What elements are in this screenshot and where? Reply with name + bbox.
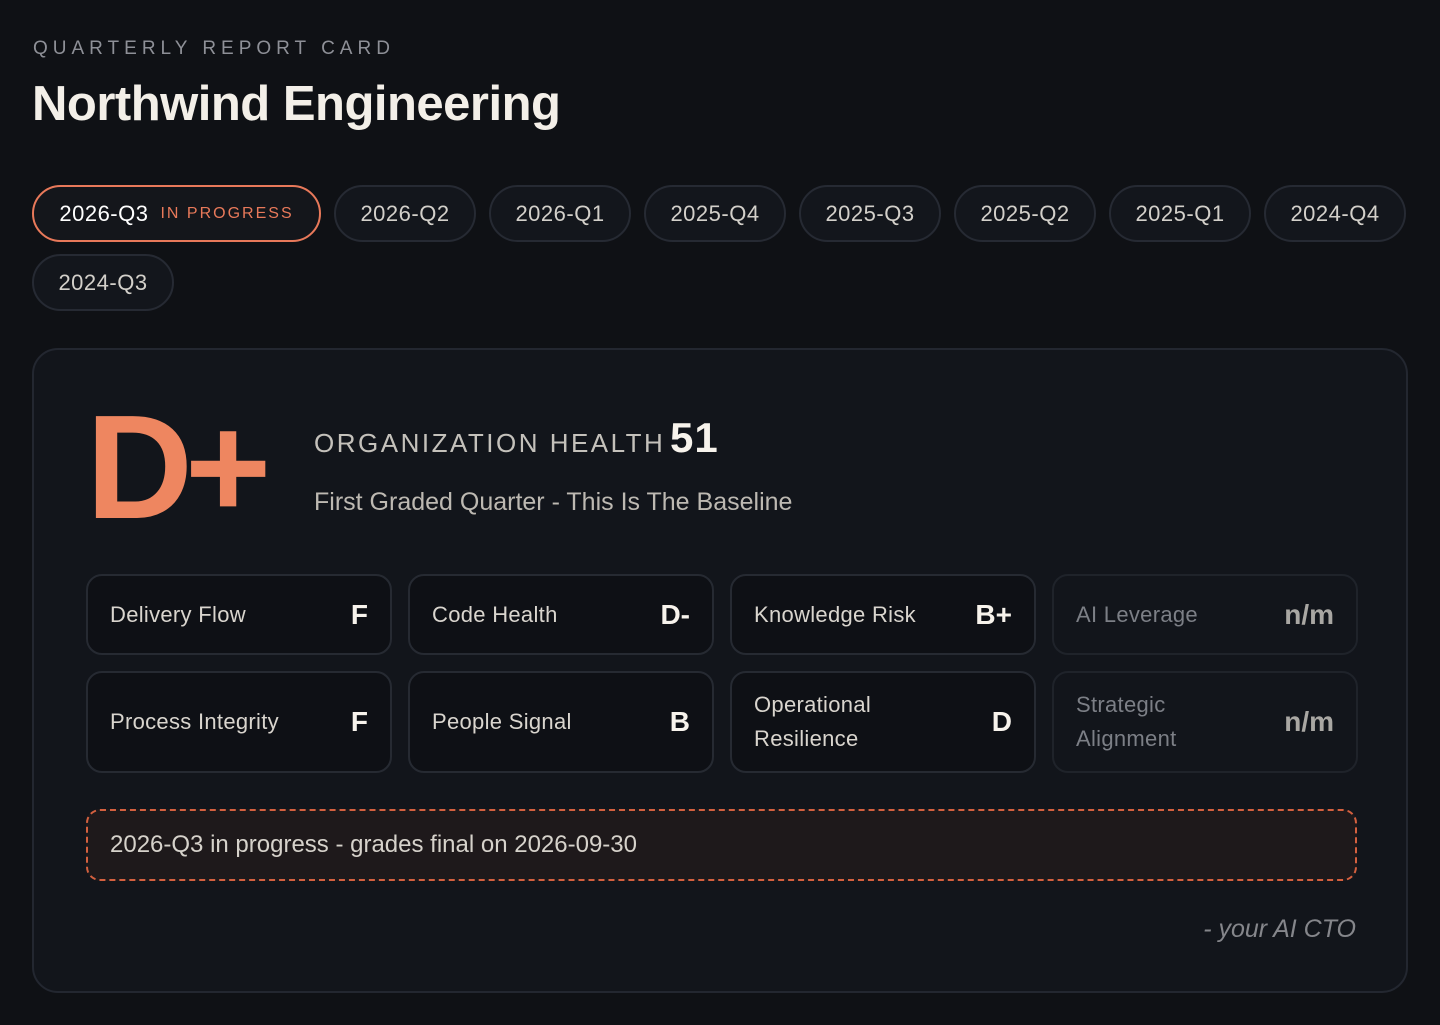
- quarter-tabs: 2026-Q3 IN PROGRESS 2026-Q2 2026-Q1 2025…: [32, 185, 1408, 311]
- metric-name: Knowledge Risk: [754, 601, 916, 627]
- tab-2025-q1[interactable]: 2025-Q1: [1109, 185, 1251, 242]
- tab-label: 2025-Q2: [980, 200, 1070, 226]
- tab-label: 2025-Q3: [825, 200, 915, 226]
- metric-name: Strategic Alignment: [1076, 692, 1177, 751]
- health-label: ORGANIZATION HEALTH: [314, 428, 666, 458]
- metric-name: AI Leverage: [1076, 601, 1198, 627]
- metric-grade: B: [669, 706, 690, 737]
- tab-2024-q3[interactable]: 2024-Q3: [32, 254, 174, 311]
- tab-label: 2024-Q3: [58, 269, 148, 295]
- metric-name: People Signal: [432, 709, 572, 734]
- tab-label: 2024-Q4: [1290, 200, 1380, 226]
- page-title: Northwind Engineering: [32, 77, 561, 131]
- metric-knowledge-risk: Knowledge Risk B+: [730, 574, 1036, 655]
- metric-people-signal: People Signal B: [408, 671, 714, 773]
- tab-2025-q2[interactable]: 2025-Q2: [954, 185, 1096, 242]
- baseline-subtitle: First Graded Quarter - This Is The Basel…: [314, 488, 793, 516]
- metric-grade: D: [991, 706, 1012, 737]
- metric-code-health: Code Health D-: [408, 574, 714, 655]
- metric-operational-resilience: Operational Resilience D: [730, 671, 1036, 773]
- tab-2026-q2[interactable]: 2026-Q2: [334, 185, 476, 242]
- tab-label: 2026-Q1: [515, 200, 605, 226]
- tab-label: 2026-Q2: [360, 200, 450, 226]
- metric-ai-leverage: AI Leverage n/m: [1052, 574, 1358, 655]
- metric-grid: Delivery Flow F Code Health D- Knowledge…: [86, 574, 1358, 773]
- metric-grade: D-: [660, 598, 690, 630]
- in-progress-badge: IN PROGRESS: [160, 204, 294, 222]
- tab-2025-q4[interactable]: 2025-Q4: [644, 185, 786, 242]
- tab-label: 2025-Q4: [670, 200, 760, 226]
- tab-label: 2026-Q3: [59, 200, 149, 226]
- metric-grade: B+: [975, 598, 1012, 630]
- metric-grade: F: [350, 706, 368, 737]
- eyebrow-label: QUARTERLY REPORT CARD: [33, 38, 395, 59]
- health-score: 51: [670, 414, 719, 461]
- tab-label: 2025-Q1: [1135, 200, 1225, 226]
- metric-grade: F: [350, 598, 368, 630]
- tab-2026-q1[interactable]: 2026-Q1: [489, 185, 631, 242]
- overall-grade: D+: [86, 385, 271, 550]
- metric-process-integrity: Process Integrity F: [86, 671, 392, 773]
- tab-2026-q3[interactable]: 2026-Q3 IN PROGRESS: [32, 185, 321, 242]
- metric-name: Process Integrity: [110, 709, 279, 734]
- metric-grade: n/m: [1284, 598, 1334, 630]
- metric-name: Code Health: [432, 601, 558, 627]
- metric-name: Operational Resilience: [754, 692, 872, 751]
- report-card: D+ ORGANIZATION HEALTH 51 First Graded Q…: [32, 348, 1408, 993]
- tab-2024-q4[interactable]: 2024-Q4: [1264, 185, 1406, 242]
- metric-delivery-flow: Delivery Flow F: [86, 574, 392, 655]
- metric-name: Delivery Flow: [110, 601, 246, 627]
- tab-2025-q3[interactable]: 2025-Q3: [799, 185, 941, 242]
- metric-grade: n/m: [1284, 706, 1334, 737]
- metric-strategic-alignment: Strategic Alignment n/m: [1052, 671, 1358, 773]
- signature: - your AI CTO: [1203, 915, 1356, 943]
- in-progress-notice: 2026-Q3 in progress - grades final on 20…: [86, 809, 1357, 881]
